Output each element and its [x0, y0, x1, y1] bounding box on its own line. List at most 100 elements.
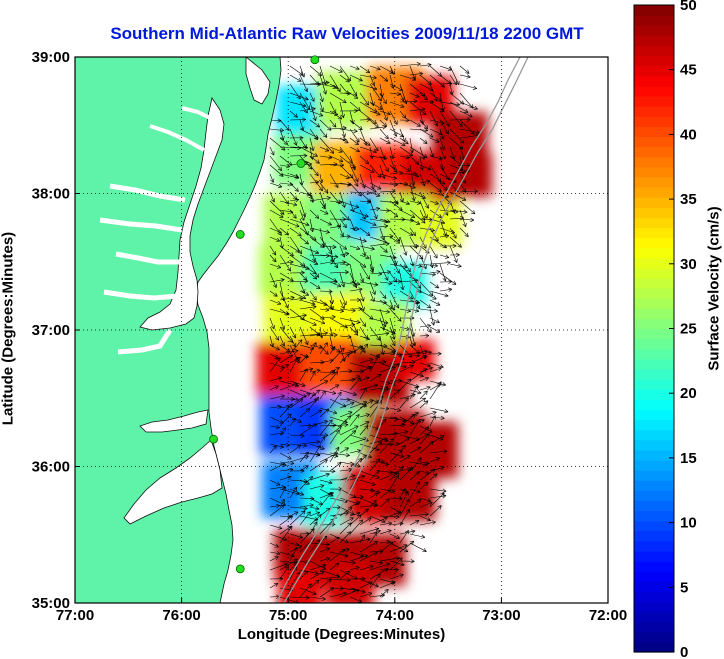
- velocity-arrow: [289, 92, 309, 101]
- velocity-arrow: [299, 392, 311, 400]
- velocity-arrow: [339, 191, 346, 208]
- velocity-arrow: [339, 401, 355, 409]
- velocity-arrow: [309, 596, 326, 601]
- velocity-arrow: [269, 463, 285, 472]
- velocity-arrow: [269, 317, 275, 330]
- velocity-arrow: [409, 418, 425, 427]
- velocity-arrow: [329, 217, 346, 222]
- velocity-arrow: [309, 180, 320, 185]
- velocity-arrow: [429, 110, 439, 127]
- velocity-arrow: [419, 290, 437, 300]
- velocity-arrow: [309, 389, 320, 400]
- velocity-arrow: [419, 146, 426, 160]
- velocity-arrow: [419, 390, 428, 400]
- velocity-arrow: [449, 137, 464, 150]
- colorbar-swatch: [634, 116, 674, 127]
- velocity-arrow: [329, 162, 345, 168]
- velocity-arrow: [349, 514, 362, 526]
- velocity-arrow: [359, 245, 375, 251]
- velocity-arrow: [309, 196, 331, 202]
- colorbar-swatch: [634, 247, 674, 259]
- velocity-arrow: [329, 344, 341, 353]
- velocity-arrow: [359, 173, 366, 189]
- velocity-arrow: [369, 191, 381, 197]
- velocity-arrow: [449, 117, 471, 122]
- colorbar-swatch: [634, 176, 674, 188]
- velocity-arrow: [429, 182, 442, 192]
- velocity-arrow: [309, 371, 316, 382]
- velocity-arrow: [449, 245, 458, 263]
- velocity-arrow: [399, 509, 411, 526]
- velocity-arrow: [289, 326, 297, 339]
- velocity-arrow: [389, 389, 400, 400]
- velocity-arrow: [369, 573, 381, 589]
- x-tick-label: 75:00: [269, 607, 307, 624]
- velocity-arrow: [379, 254, 397, 260]
- velocity-arrow: [349, 537, 371, 544]
- velocity-arrow: [439, 119, 449, 135]
- velocity-arrow: [309, 272, 318, 280]
- velocity-arrow: [329, 422, 349, 428]
- velocity-arrow: [359, 470, 380, 479]
- colorbar-swatch: [634, 277, 674, 289]
- velocity-arrow: [409, 519, 420, 526]
- velocity-arrow: [359, 383, 379, 391]
- colorbar-swatch: [634, 399, 674, 410]
- colorbar-swatch: [634, 530, 674, 542]
- velocity-arrow: [359, 592, 373, 598]
- velocity-arrow: [419, 333, 430, 338]
- velocity-arrow: [289, 506, 308, 511]
- velocity-arrow: [339, 101, 345, 119]
- velocity-arrow: [419, 74, 432, 85]
- velocity-arrow: [299, 423, 318, 436]
- velocity-arrow: [369, 331, 390, 337]
- velocity-arrow: [319, 182, 329, 194]
- velocity-arrow: [389, 290, 400, 309]
- velocity-arrow: [419, 410, 437, 418]
- bathymetry-contours: [275, 57, 529, 603]
- velocity-arrow: [349, 501, 361, 508]
- velocity-arrow: [399, 200, 410, 206]
- velocity-arrow: [289, 488, 304, 496]
- velocity-arrow: [279, 119, 290, 131]
- velocity-arrow: [339, 430, 357, 445]
- velocity-arrow: [389, 74, 395, 89]
- velocity-arrow: [339, 227, 345, 237]
- velocity-arrow: [309, 110, 324, 117]
- velocity-arrow: [329, 92, 347, 104]
- velocity-arrow: [449, 191, 467, 201]
- velocity-arrow: [369, 353, 380, 359]
- velocity-arrow: [309, 209, 320, 219]
- velocity-arrow: [419, 350, 432, 355]
- velocity-arrow: [299, 570, 309, 580]
- velocity-arrow: [269, 344, 280, 351]
- velocity-arrow: [309, 101, 317, 121]
- velocity-arrow: [409, 368, 428, 382]
- velocity-arrow: [359, 137, 371, 146]
- velocity-arrow: [289, 511, 299, 517]
- velocity-arrow: [309, 236, 325, 248]
- velocity-arrow: [419, 501, 433, 508]
- velocity-arrow: [399, 466, 414, 481]
- map-plot-area: [75, 57, 608, 603]
- velocity-arrow: [359, 413, 370, 418]
- velocity-arrow: [339, 411, 353, 418]
- velocity-arrow: [369, 374, 382, 382]
- velocity-arrow: [369, 110, 381, 116]
- colorbar-swatch: [634, 207, 674, 218]
- velocity-arrow: [289, 209, 297, 219]
- colorbar-swatch: [634, 328, 674, 340]
- colorbar-swatch: [634, 136, 674, 148]
- velocity-arrow: [419, 128, 434, 138]
- velocity-arrow: [379, 234, 394, 239]
- velocity-arrow: [329, 200, 343, 205]
- velocity-arrow: [429, 380, 446, 387]
- velocity-arrow: [279, 317, 286, 330]
- velocity-arrow: [359, 92, 369, 106]
- velocity-arrow: [369, 263, 374, 273]
- velocity-arrow: [279, 382, 298, 391]
- velocity-arrow: [299, 200, 307, 217]
- velocity-arrow: [289, 595, 310, 600]
- velocity-arrow: [359, 421, 370, 427]
- velocity-arrow: [459, 74, 471, 79]
